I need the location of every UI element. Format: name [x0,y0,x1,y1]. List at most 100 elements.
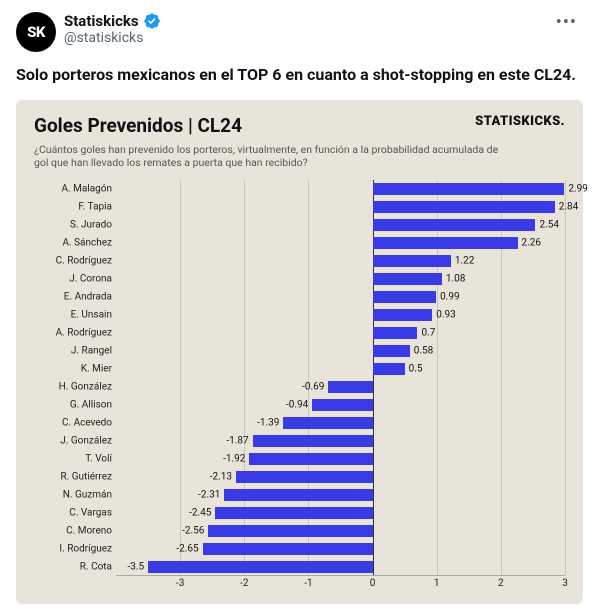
bar [373,327,418,339]
x-tick-label: -1 [304,578,312,589]
bar-row: F. Tapia2.84 [116,198,565,216]
chart-plot: A. Malagón2.99F. Tapia2.84S. Jurado2.54A… [34,180,565,594]
y-axis-label: E. Unsain [34,309,112,320]
bar-row: G. Allison-0.94 [116,396,565,414]
bar [373,201,555,213]
y-axis-label: C. Moreno [34,525,112,536]
value-label: -2.13 [210,471,232,482]
chart-card: Goles Prevenidos | CL24 STATISKICKS. ¿Cu… [16,100,583,604]
value-label: 2.84 [559,201,579,212]
bar-row: K. Mier0.5 [116,360,565,378]
x-tick-label: 0 [370,578,376,589]
value-label: -2.65 [176,543,198,554]
y-axis-label: F. Tapia [34,201,112,212]
bar [312,399,372,411]
more-button[interactable]: ••• [550,12,583,33]
value-label: -2.45 [189,507,211,518]
bar-row: C. Rodríguez1.22 [116,252,565,270]
bar [373,219,536,231]
y-axis-label: R. Cota [34,561,112,572]
y-axis-label: E. Andrada [34,291,112,302]
bar-row: E. Unsain0.93 [116,306,565,324]
bar-row: A. Sánchez2.26 [116,234,565,252]
bar-row: I. Rodríguez-2.65 [116,540,565,558]
bar [224,489,372,501]
y-axis-label: A. Rodríguez [34,327,112,338]
bar-row: C. Moreno-2.56 [116,522,565,540]
y-axis-label: C. Rodríguez [34,255,112,266]
value-label: 2.54 [539,219,559,230]
plot-area: A. Malagón2.99F. Tapia2.84S. Jurado2.54A… [116,180,565,576]
value-label: 0.93 [436,309,456,320]
bar-row: R. Gutiérrez-2.13 [116,468,565,486]
value-label: 0.99 [440,291,460,302]
y-axis-label: A. Malagón [34,183,112,194]
x-axis: -3-2-10123 [116,576,565,594]
bar-row: J. Rangel0.58 [116,342,565,360]
bar-row: A. Malagón2.99 [116,180,565,198]
x-tick-label: -3 [176,578,184,589]
bar [373,273,442,285]
bar [373,183,565,195]
handle[interactable]: @statiskicks [64,30,542,47]
bar-row: C. Acevedo-1.39 [116,414,565,432]
y-axis-label: G. Allison [34,399,112,410]
x-tick-label: 3 [562,578,568,589]
bar-row: T. Volí-1.92 [116,450,565,468]
value-label: 0.5 [409,363,423,374]
bar [373,309,433,321]
bar-row: H. González-0.69 [116,378,565,396]
display-name[interactable]: Statiskicks [64,12,139,30]
gridline [565,180,566,575]
bar [203,543,373,555]
y-axis-label: J. Rangel [34,345,112,356]
value-label: 1.22 [455,255,475,266]
bar [249,453,372,465]
bar-row: N. Guzmán-2.31 [116,486,565,504]
chart-subtitle: ¿Cuántos goles han prevenido los portero… [34,143,501,170]
value-label: -2.31 [198,489,220,500]
y-axis-label: J. González [34,435,112,446]
x-tick-label: 2 [498,578,504,589]
bar [253,435,373,447]
y-axis-label: I. Rodríguez [34,543,112,554]
bar [236,471,373,483]
bar-row: C. Vargas-2.45 [116,504,565,522]
y-axis-label: C. Vargas [34,507,112,518]
bar [215,507,372,519]
value-label: -1.87 [226,435,248,446]
value-label: 2.26 [522,237,542,248]
bar [373,255,451,267]
bar [373,345,410,357]
chart-brand: STATISKICKS. [475,114,565,129]
x-tick-label: -2 [240,578,248,589]
value-label: 0.58 [414,345,434,356]
bar [148,561,373,573]
bar-row: J. González-1.87 [116,432,565,450]
tweet-container: SK Statiskicks @statiskicks ••• Solo por… [0,0,599,616]
y-axis-label: J. Corona [34,273,112,284]
bar [373,363,405,375]
name-line: Statiskicks [64,12,542,30]
bar-row: A. Rodríguez0.7 [116,324,565,342]
tweet-header: SK Statiskicks @statiskicks ••• [16,12,583,52]
value-label: -0.94 [286,399,308,410]
value-label: -1.39 [257,417,279,428]
y-axis-label: H. González [34,381,112,392]
value-label: 2.99 [568,183,588,194]
value-label: 1.08 [446,273,466,284]
value-label: -2.56 [182,525,204,536]
y-axis-label: A. Sánchez [34,237,112,248]
bar [208,525,372,537]
bar [328,381,372,393]
bar-row: E. Andrada0.99 [116,288,565,306]
y-axis-label: R. Gutiérrez [34,471,112,482]
y-axis-label: C. Acevedo [34,417,112,428]
bar-row: R. Cota-3.5 [116,558,565,576]
value-label: -1.92 [223,453,245,464]
bar [373,291,437,303]
value-label: -3.5 [127,561,144,572]
bar-row: J. Corona1.08 [116,270,565,288]
avatar[interactable]: SK [16,12,56,52]
y-axis-label: K. Mier [34,363,112,374]
